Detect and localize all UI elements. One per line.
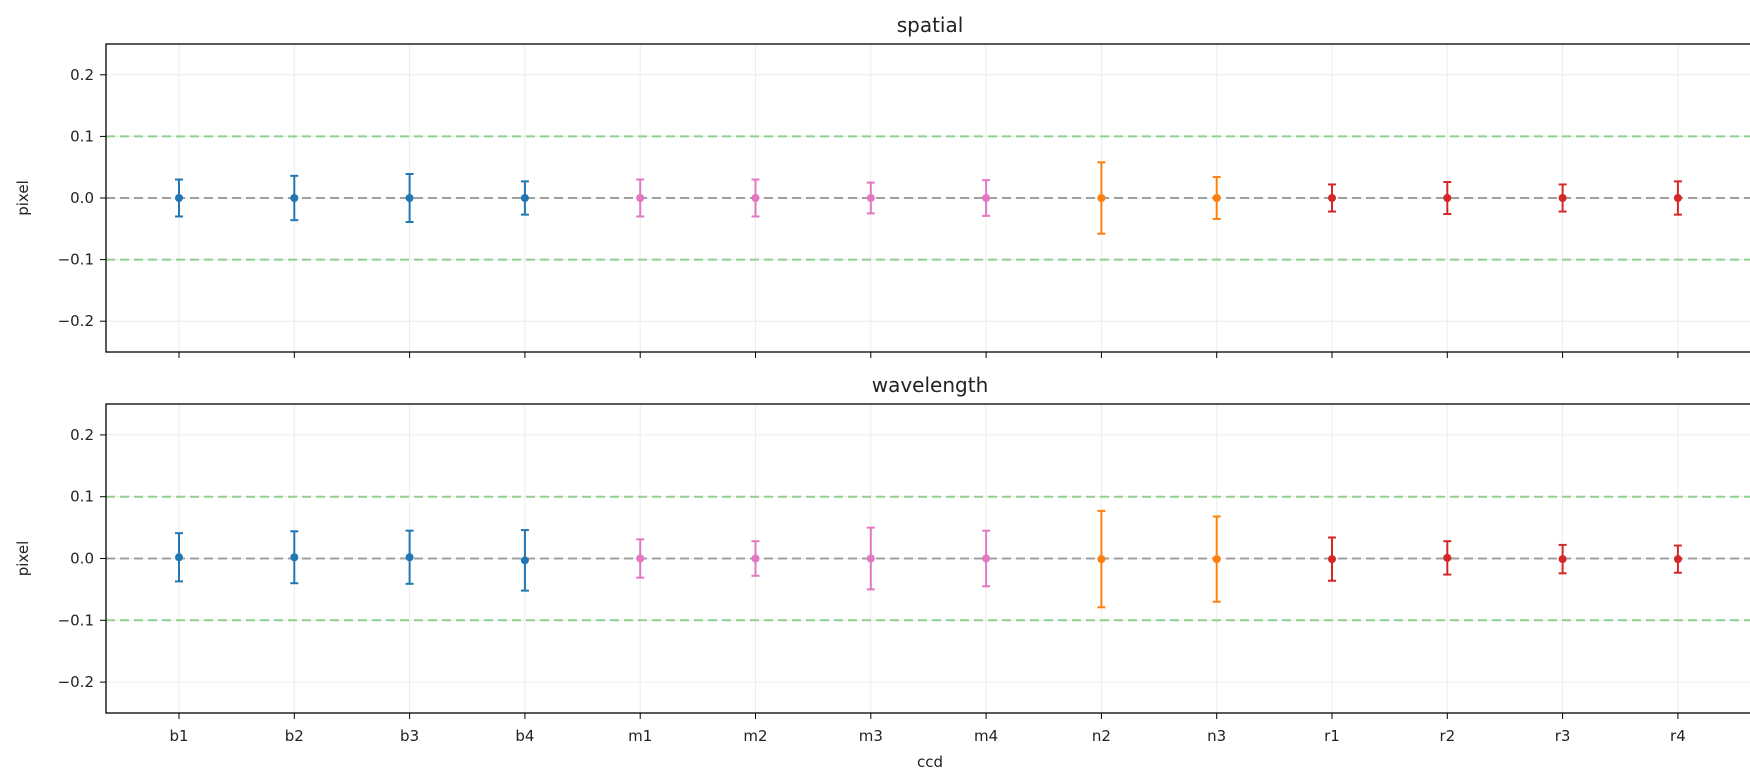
y-tick-label: 0.0 [70,189,94,207]
x-tick-label: m3 [859,727,883,745]
y-tick-label: 0.2 [70,426,94,444]
x-tick-label: r1 [1324,727,1340,745]
data-point-r3 [1558,555,1567,564]
data-point-m3 [866,554,875,563]
data-point-r4 [1673,555,1682,564]
data-point-r3 [1558,194,1567,202]
x-tick-label: m1 [628,727,652,745]
data-point-m1 [636,194,645,202]
data-point-b4 [520,556,529,565]
data-point-n2 [1097,194,1106,202]
wavelength-panel: 0.2 0.1 0.0 −0.1 −0.2 b1 b2 b3 b4 m1 m2 m3 m4 n2 n3 r1 r… [14,373,1750,771]
x-tick-label: r4 [1670,727,1686,745]
data-point-b3 [405,553,414,562]
y-tick-label: 0.1 [70,488,94,506]
data-point-m4 [982,194,991,202]
y-tick-label: −0.2 [58,673,94,691]
y-tick-label: −0.2 [58,312,94,330]
data-point-r2 [1443,553,1452,562]
x-tick-label: r2 [1439,727,1455,745]
data-point-n2 [1097,555,1106,564]
data-point-m1 [636,554,645,563]
data-point-m3 [866,194,875,202]
x-tick-label: b3 [400,727,419,745]
data-point-m2 [751,554,760,563]
data-point-r1 [1328,555,1336,564]
x-tick-label: n3 [1207,727,1226,745]
y-axis-label: pixel [14,180,32,216]
data-point-b1 [175,553,183,562]
data-point-r2 [1443,194,1452,202]
data-point-r4 [1673,194,1682,202]
y-tick-label: 0.2 [70,66,94,84]
y-tick-label: −0.1 [58,611,94,629]
x-axis-label: ccd [917,753,943,771]
data-point-n3 [1212,555,1221,564]
data-point-b2 [290,553,299,562]
x-tick-label: m2 [743,727,767,745]
data-point-r1 [1328,194,1336,202]
y-tick-label: 0.1 [70,127,94,145]
data-point-m2 [751,194,760,202]
x-tick-label: n2 [1092,727,1111,745]
panel-title: wavelength [872,373,989,397]
data-point-b2 [290,194,299,202]
y-tick-label: −0.1 [58,251,94,269]
panel-title: spatial [897,13,964,37]
x-tick-label: m4 [974,727,998,745]
x-tick-label: b1 [169,727,188,745]
spatial-panel: 0.2 0.1 0.0 −0.1 −0.2 spatial pixel [14,13,1750,358]
data-point-b4 [520,194,529,202]
data-point-b3 [405,194,414,202]
x-tick-label: r3 [1555,727,1571,745]
data-point-m4 [982,554,991,563]
data-point-n3 [1212,194,1221,202]
x-tick-label: b2 [285,727,304,745]
y-tick-label: 0.0 [70,550,94,568]
data-point-b1 [175,194,183,202]
y-axis-label: pixel [14,541,32,577]
x-tick-label: b4 [515,727,534,745]
